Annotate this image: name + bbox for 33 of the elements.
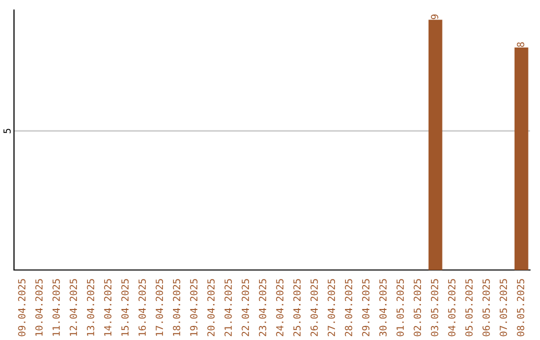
x-tick-label: 13.04.2025 — [86, 279, 94, 336]
x-tick-label: 22.04.2025 — [242, 279, 250, 336]
x-tick-label: 06.05.2025 — [482, 279, 490, 336]
x-tick-label: 16.04.2025 — [138, 279, 146, 336]
x-tick-label: 23.04.2025 — [258, 279, 266, 336]
x-tick-label: 03.05.2025 — [430, 279, 438, 336]
x-tick-label: 18.04.2025 — [172, 279, 180, 336]
x-tick-label: 26.04.2025 — [310, 279, 318, 336]
data-label: 8 — [516, 42, 524, 47]
x-tick-label: 20.04.2025 — [207, 279, 215, 336]
x-tick-label: 08.05.2025 — [516, 279, 524, 336]
x-tick-label: 04.05.2025 — [448, 279, 456, 336]
data-label: 9 — [430, 14, 438, 20]
x-tick-label: 07.05.2025 — [500, 279, 508, 336]
x-tick-label: 24.04.2025 — [276, 279, 284, 336]
x-tick-label: 02.05.2025 — [414, 279, 422, 336]
x-tick-label: 12.04.2025 — [70, 279, 78, 336]
x-tick-label: 01.05.2025 — [396, 279, 404, 336]
x-tick-label: 25.04.2025 — [293, 279, 301, 336]
x-tick-label: 10.04.2025 — [35, 279, 43, 336]
x-tick-label: 14.04.2025 — [104, 279, 112, 336]
x-tick-label: 15.04.2025 — [121, 279, 129, 336]
x-tick-label: 30.04.2025 — [379, 279, 387, 336]
y-tick-label: 5 — [4, 128, 11, 134]
x-tick-label: 09.04.2025 — [18, 279, 26, 336]
x-tick-label: 28.04.2025 — [344, 279, 352, 336]
x-tick-label: 21.04.2025 — [224, 279, 232, 336]
x-tick-label: 05.05.2025 — [465, 279, 473, 336]
x-tick-label: 27.04.2025 — [328, 279, 336, 336]
x-tick-label: 29.04.2025 — [362, 279, 370, 336]
x-tick-label: 19.04.2025 — [190, 279, 198, 336]
x-tick-label: 17.04.2025 — [156, 279, 164, 336]
x-tick-label: 11.04.2025 — [52, 279, 60, 336]
